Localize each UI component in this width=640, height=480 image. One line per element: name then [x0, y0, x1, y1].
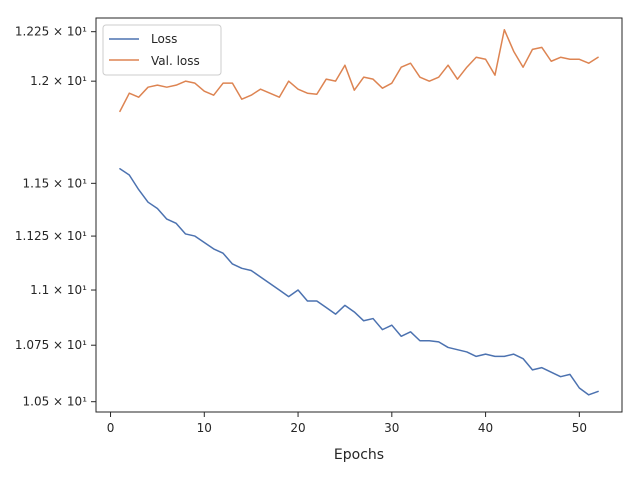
- y-tick-label: 1.225 × 10¹: [15, 25, 87, 39]
- legend-box: [102, 24, 222, 76]
- y-tick-label: 1.075 × 10¹: [15, 338, 87, 352]
- x-tick-label: 0: [107, 421, 115, 435]
- y-tick-label: 1.1 × 10¹: [30, 283, 87, 297]
- x-tick-label: 50: [572, 421, 587, 435]
- legend: Loss Val. loss: [102, 24, 222, 76]
- plot-area: [96, 18, 622, 412]
- x-axis: 0 10 20 30 40 50: [107, 412, 587, 435]
- x-tick-label: 30: [384, 421, 399, 435]
- y-tick-label: 1.15 × 10¹: [23, 176, 88, 190]
- y-tick-label: 1.2 × 10¹: [30, 74, 87, 88]
- y-axis: 1.05 × 10¹ 1.075 × 10¹ 1.1 × 10¹ 1.125 × 10…: [15, 25, 96, 409]
- y-tick-label: 1.05 × 10¹: [23, 395, 88, 409]
- series-line-loss: [119, 168, 599, 396]
- x-tick-label: 20: [290, 421, 305, 435]
- axes-frame: [95, 17, 623, 413]
- x-tick-label: 40: [478, 421, 493, 435]
- legend-label-val-loss: Val. loss: [151, 54, 200, 68]
- series-line-val-loss: [119, 28, 599, 113]
- series-layer: [119, 28, 599, 396]
- x-axis-label: Epochs: [334, 447, 384, 463]
- x-tick-label: 10: [197, 421, 212, 435]
- legend-label-loss: Loss: [151, 32, 177, 46]
- y-tick-label: 1.125 × 10¹: [15, 229, 87, 243]
